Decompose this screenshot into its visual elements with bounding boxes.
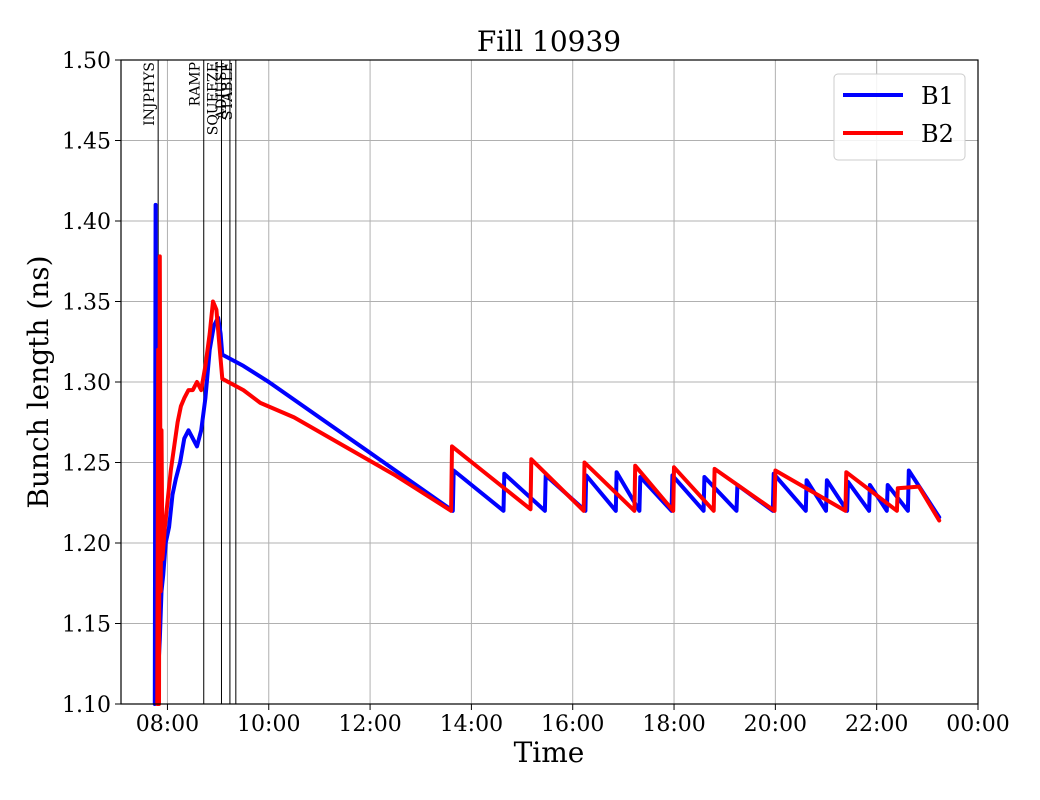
x-tick-label: 22:00 (845, 712, 908, 737)
y-tick-label: 1.30 (62, 371, 111, 396)
phase-label-adjust: ADJUST (214, 61, 230, 120)
y-tick-label: 1.25 (62, 452, 111, 477)
y-tick-label: 1.20 (62, 532, 111, 557)
y-axis-ticks: 1.10 1.15 1.20 1.25 1.30 1.35 1.40 1.45 1.50 (62, 49, 121, 718)
legend: B1 B2 (833, 73, 966, 161)
y-axis-label: Bunch length (ns) (22, 255, 55, 508)
phase-label-stable: STABLE (220, 62, 236, 120)
y-tick-label: 1.50 (62, 49, 111, 74)
legend-label-b2: B2 (921, 120, 954, 148)
series-line-b2 (155, 254, 942, 706)
y-tick-label: 1.40 (62, 210, 111, 235)
chart-title: Fill 10939 (477, 25, 621, 58)
x-tick-label: 08:00 (136, 712, 199, 737)
x-tick-label: 20:00 (744, 712, 807, 737)
phase-label-injphys: INJPHYS (142, 62, 158, 126)
y-tick-label: 1.35 (62, 291, 111, 316)
series-lines (152, 202, 942, 706)
x-tick-label: 14:00 (440, 712, 503, 737)
phase-label-squeeze: SQUEEZE (205, 62, 221, 135)
x-axis-ticks: 08:00 10:00 12:00 14:00 16:00 18:00 20:00 22:00… (136, 704, 1010, 737)
x-tick-label: 16:00 (541, 712, 604, 737)
y-tick-label: 1.45 (62, 130, 111, 155)
y-tick-label: 1.15 (62, 613, 111, 638)
legend-label-b1: B1 (921, 82, 954, 110)
x-tick-label: 00:00 (946, 712, 1009, 737)
series-line-b1 (152, 202, 942, 706)
x-tick-label: 12:00 (338, 712, 401, 737)
x-tick-label: 10:00 (237, 712, 300, 737)
phase-label-ramp: RAMP (188, 62, 204, 106)
x-axis-label: Time (514, 736, 585, 769)
x-tick-label: 18:00 (642, 712, 705, 737)
y-tick-label: 1.10 (62, 693, 111, 718)
